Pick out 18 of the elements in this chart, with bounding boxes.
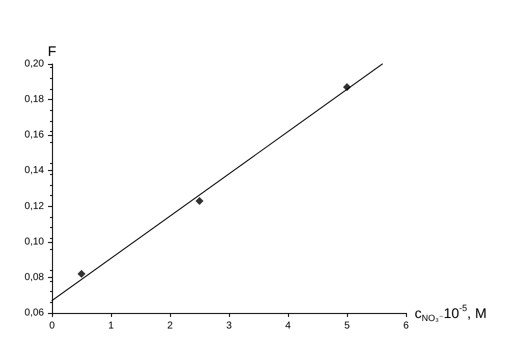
x-tick-label: 3: [226, 320, 232, 332]
point: [78, 270, 86, 278]
y-axis-title: F: [48, 43, 56, 59]
x-tick-label: 6: [403, 320, 410, 332]
x-tick-label: 2: [167, 320, 174, 332]
y-tick-label: 0,14: [24, 165, 44, 176]
y-tick-label: 0,06: [24, 308, 44, 318]
x-tick-label: 0: [49, 320, 56, 332]
x-tick-label: 1: [108, 320, 114, 332]
y-tick-label: 0,10: [24, 236, 44, 248]
y-tick-label: 0,16: [24, 130, 44, 141]
x-tick-label: 4: [285, 320, 292, 332]
y-tick-label: 0,20: [24, 58, 44, 70]
x-tick-label: 5: [344, 320, 350, 332]
y-tick-label: 0,12: [24, 200, 44, 212]
y-tick-label: 0,18: [24, 94, 44, 106]
y-tick-label: 0,08: [24, 272, 44, 283]
point: [196, 196, 204, 205]
